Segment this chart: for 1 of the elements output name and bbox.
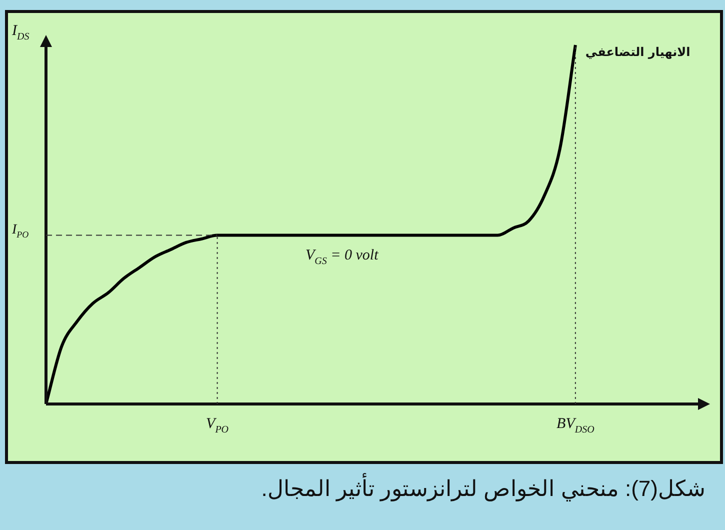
annotation: الانهيار التضاعفي xyxy=(585,45,690,60)
